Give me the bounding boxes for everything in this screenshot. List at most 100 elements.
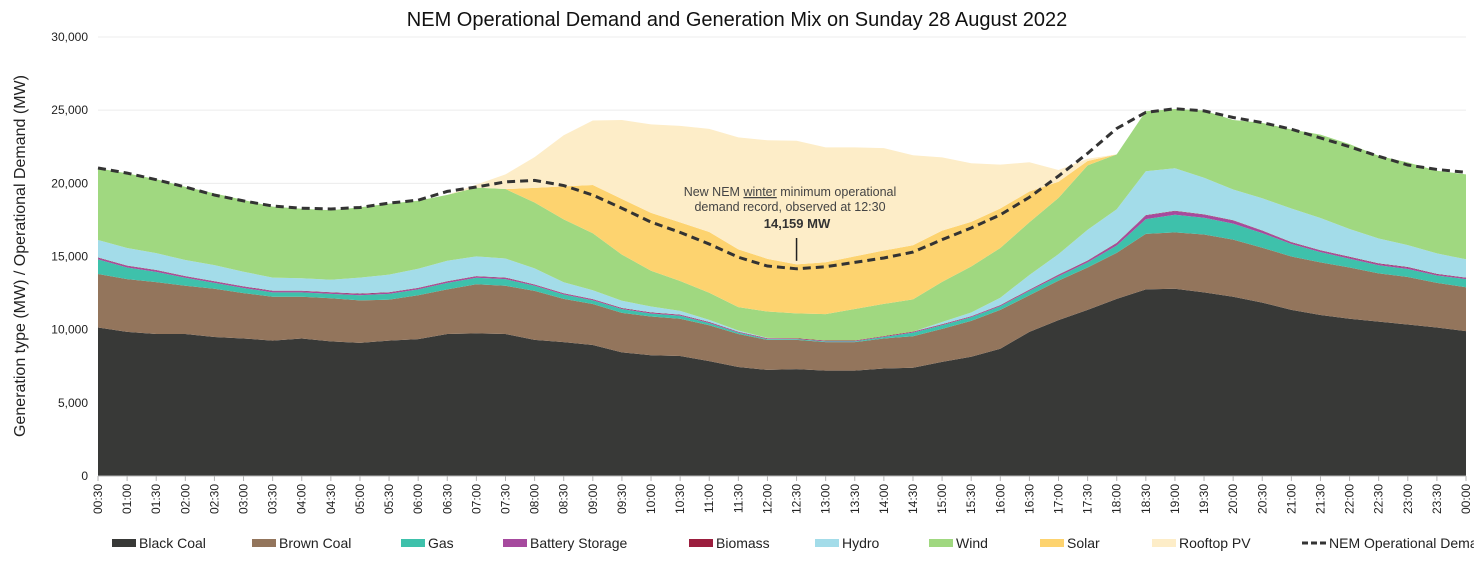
x-tick-label: 23:00 — [1401, 484, 1415, 514]
annotation-text-post: minimum operational — [777, 185, 897, 199]
x-tick-label: 17:00 — [1052, 484, 1066, 514]
x-tick-label: 20:00 — [1226, 484, 1240, 514]
y-tick-label: 5,000 — [58, 396, 88, 410]
legend-swatch — [503, 539, 527, 547]
area-black-coal — [98, 288, 1466, 476]
area-hydro — [98, 168, 1466, 341]
x-tick-label: 06:30 — [440, 484, 454, 514]
annotation: New NEM winter minimum operational deman… — [684, 185, 897, 261]
y-tick-label: 10,000 — [51, 323, 88, 337]
legend-label: Wind — [956, 535, 988, 551]
x-tick-label: 21:30 — [1313, 484, 1327, 514]
x-tick-label: 19:00 — [1168, 484, 1182, 514]
legend-swatch — [689, 539, 713, 547]
x-tick-label: 14:00 — [877, 484, 891, 514]
legend-label: Solar — [1067, 535, 1100, 551]
x-tick-label: 21:00 — [1284, 484, 1298, 514]
x-tick-label: 02:00 — [178, 484, 192, 514]
legend-swatch — [252, 539, 276, 547]
y-tick-label: 15,000 — [51, 250, 88, 264]
x-tick-label: 16:00 — [993, 484, 1007, 514]
x-tick-label: 18:00 — [1110, 484, 1124, 514]
legend-item-biomass: Biomass — [689, 535, 770, 551]
x-tick-label: 06:00 — [411, 484, 425, 514]
x-tick-label: 00:00 — [1459, 484, 1473, 514]
x-tick-label: 05:00 — [353, 484, 367, 514]
x-tick-label: 12:00 — [760, 484, 774, 514]
x-tick-label: 17:30 — [1081, 484, 1095, 514]
x-tick-label: 22:30 — [1372, 484, 1386, 514]
x-tick-label: 04:30 — [324, 484, 338, 514]
legend-item-rooftop-pv: Rooftop PV — [1152, 535, 1251, 551]
legend-item-brown-coal: Brown Coal — [252, 535, 351, 551]
x-tick-label: 10:30 — [673, 484, 687, 514]
x-tick-label: 07:00 — [469, 484, 483, 514]
y-tick-label: 30,000 — [51, 30, 88, 44]
annotation-text-pre: New NEM — [684, 185, 744, 199]
annotation-text-underlined: winter — [742, 185, 776, 199]
legend-label: Battery Storage — [530, 535, 627, 551]
y-tick-label: 0 — [81, 469, 88, 483]
chart-title: NEM Operational Demand and Generation Mi… — [407, 9, 1067, 31]
x-tick-label: 07:30 — [498, 484, 512, 514]
annotation-line-2: demand record, observed at 12:30 — [694, 200, 885, 214]
annotation-line-1: New NEM winter minimum operational — [684, 185, 897, 199]
annotation-value: 14,159 MW — [764, 216, 831, 231]
area-solar — [98, 108, 1466, 315]
legend-label: NEM Operational Demand (28/08/2022) — [1329, 535, 1474, 551]
x-tick-label: 09:00 — [586, 484, 600, 514]
x-tick-label: 18:30 — [1139, 484, 1153, 514]
x-tick-label: 22:00 — [1343, 484, 1357, 514]
legend-label: Biomass — [716, 535, 770, 551]
x-tick-label: 11:00 — [702, 484, 716, 513]
legend-item-gas: Gas — [401, 535, 454, 551]
legend-swatch — [401, 539, 425, 547]
area-wind — [98, 108, 1466, 341]
x-tick-label: 13:30 — [848, 484, 862, 514]
x-tick-label: 13:00 — [819, 484, 833, 514]
legend-item-black-coal: Black Coal — [112, 535, 206, 551]
x-tick-label: 14:30 — [906, 484, 920, 514]
demand-line-group — [97, 107, 1467, 271]
legend-item-solar: Solar — [1040, 535, 1100, 551]
x-tick-label: 05:30 — [382, 484, 396, 514]
demand-line — [97, 107, 1467, 271]
legend-item-nem-operational-demand-28-08-2022: NEM Operational Demand (28/08/2022) — [1302, 535, 1474, 551]
legend-item-hydro: Hydro — [815, 535, 880, 551]
x-tick-label: 08:30 — [557, 484, 571, 514]
legend-swatch — [1152, 539, 1176, 547]
x-tick-label: 01:30 — [149, 484, 163, 514]
y-axis-ticks: 0 5,000 10,000 15,000 20,000 25,000 30,000 — [51, 30, 88, 483]
x-tick-label: 04:00 — [295, 484, 309, 514]
x-tick-label: 15:30 — [964, 484, 978, 514]
x-tick-label: 11:30 — [731, 484, 745, 513]
legend-label: Rooftop PV — [1179, 535, 1251, 551]
stacked-areas — [98, 108, 1466, 476]
x-tick-label: 16:30 — [1022, 484, 1036, 514]
y-tick-label: 25,000 — [51, 103, 88, 117]
area-gas — [98, 214, 1466, 343]
legend-swatch — [815, 539, 839, 547]
x-tick-label: 01:00 — [120, 484, 134, 514]
x-tick-label: 19:30 — [1197, 484, 1211, 514]
y-tick-label: 20,000 — [51, 176, 88, 190]
legend-item-battery-storage: Battery Storage — [503, 535, 627, 551]
area-brown-coal — [98, 232, 1466, 371]
legend-label: Hydro — [842, 535, 880, 551]
x-tick-label: 03:30 — [266, 484, 280, 514]
legend-label: Black Coal — [139, 535, 206, 551]
x-tick-label: 00:30 — [91, 484, 105, 514]
x-tick-label: 02:30 — [207, 484, 221, 514]
x-tick-label: 03:00 — [237, 484, 251, 514]
x-axis: 00:30 01:00 01:30 02:00 02:30 03:00 03:30 04:00… — [91, 475, 1473, 514]
x-tick-label: 12:30 — [790, 484, 804, 514]
legend-label: Gas — [428, 535, 454, 551]
x-tick-label: 23:30 — [1430, 484, 1444, 514]
legend-swatch — [929, 539, 953, 547]
area-rooftop-pv — [98, 108, 1466, 265]
x-tick-label: 08:00 — [528, 484, 542, 514]
legend-label: Brown Coal — [279, 535, 351, 551]
legend: Black Coal Brown Coal Gas Battery Storage Bi… — [112, 535, 1474, 551]
x-tick-label: 20:30 — [1255, 484, 1269, 514]
